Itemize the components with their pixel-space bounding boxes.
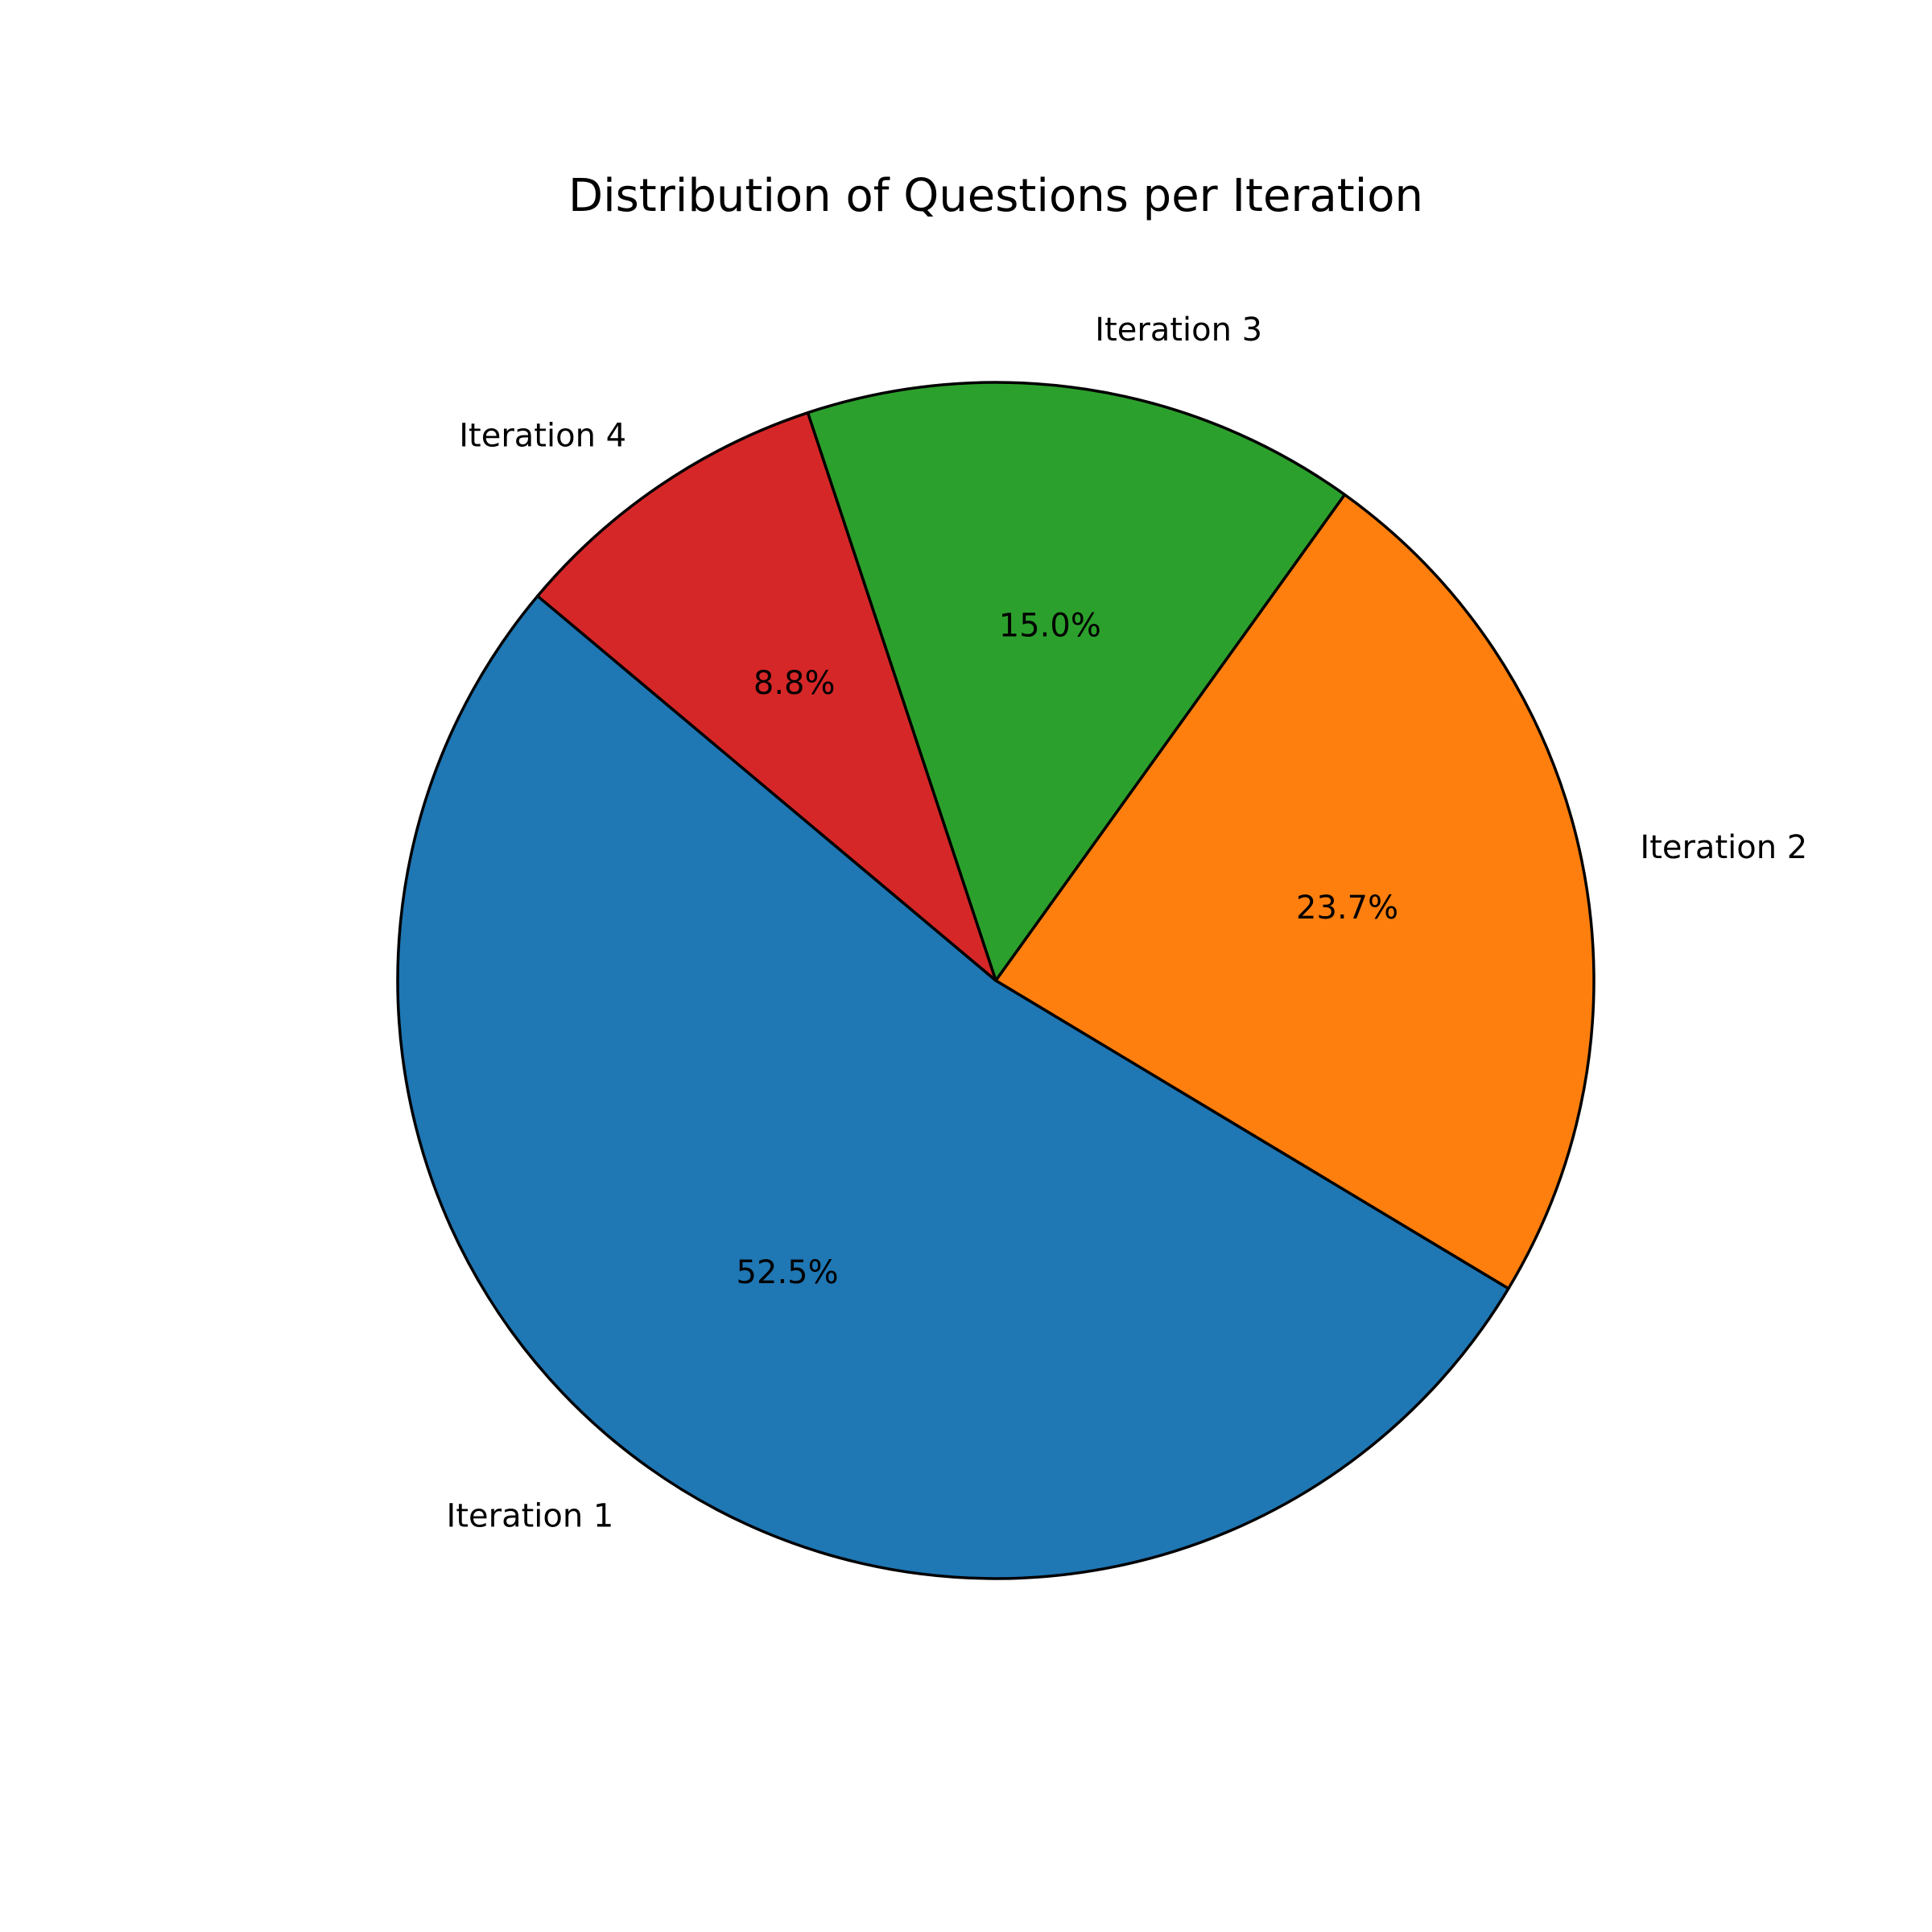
slice-label-iteration-3: Iteration 3 [1095, 312, 1262, 349]
pct-label-iteration-4: 8.8% [753, 665, 836, 702]
pct-label-iteration-1: 52.5% [737, 1254, 839, 1291]
pie-slice-iteration-2 [994, 493, 1596, 1290]
pie-slice-iteration-3 [806, 381, 1347, 982]
pct-label-iteration-2: 23.7% [1296, 890, 1398, 927]
slice-label-iteration-1: Iteration 1 [447, 1497, 614, 1534]
pie-slice-iteration-4 [536, 411, 997, 982]
pie-slices [396, 381, 1596, 1580]
pie-labels: 52.5% Iteration 1 23.7% Iteration 2 15.0% Ite… [447, 312, 1808, 1534]
chart-title: Distribution of Questions per Iteration [568, 170, 1423, 222]
pie-slice-iteration-1 [396, 594, 1510, 1580]
pct-label-iteration-3: 15.0% [999, 607, 1101, 644]
slice-label-iteration-2: Iteration 2 [1640, 829, 1807, 866]
slice-label-iteration-4: Iteration 4 [459, 418, 626, 455]
